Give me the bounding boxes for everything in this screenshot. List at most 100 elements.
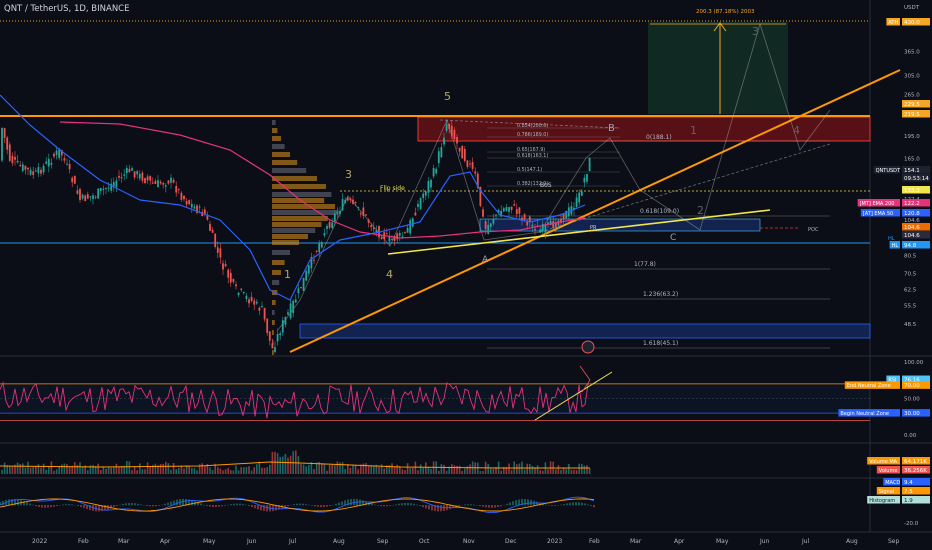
macd-histogram-bar xyxy=(485,505,487,508)
candle xyxy=(224,264,227,267)
candle xyxy=(328,222,331,228)
macd-histogram-bar xyxy=(263,505,265,512)
candle xyxy=(557,220,560,226)
volume-bar xyxy=(266,467,268,474)
volume-bar xyxy=(453,465,456,474)
price-badge-label: [MT] EMA 200 xyxy=(860,201,895,207)
candle xyxy=(391,239,393,241)
candle xyxy=(453,129,456,140)
volume-bar xyxy=(555,469,557,474)
macd-histogram-bar xyxy=(590,505,592,506)
volume-bar xyxy=(487,463,489,474)
time-axis-label: May xyxy=(716,538,729,545)
time-axis-label: 2022 xyxy=(32,538,47,545)
volume-bar xyxy=(79,462,81,474)
volume-bar xyxy=(365,463,367,474)
wave-b-label: B xyxy=(608,123,615,134)
candle xyxy=(344,199,347,204)
volume-bar xyxy=(396,464,398,474)
price-badge-bg xyxy=(902,241,930,249)
rsi-badge-bg xyxy=(902,409,930,417)
volume-bar xyxy=(547,469,549,474)
volume-bar xyxy=(198,464,201,474)
volume-bar xyxy=(232,470,235,474)
volume-ma-line xyxy=(0,461,590,469)
macd-histogram-bar xyxy=(71,504,73,506)
volume-profile-bar xyxy=(272,350,274,355)
candle xyxy=(430,179,432,188)
macd-histogram-bar xyxy=(275,505,277,511)
macd-histogram-bar xyxy=(98,505,100,512)
candle xyxy=(245,295,248,300)
time-axis-label: Jun xyxy=(759,538,770,545)
macd-histogram-bar xyxy=(32,504,34,506)
volume-bar xyxy=(308,464,310,474)
volume-badge-label: Volume MA xyxy=(869,459,897,465)
volume-profile-bar xyxy=(272,192,332,197)
candle xyxy=(443,137,445,145)
candle xyxy=(372,227,375,230)
macd-histogram-bar xyxy=(104,505,106,511)
candle xyxy=(154,180,157,184)
macd-badge-bg xyxy=(902,478,930,486)
fib-level-label: 0.5(147.1) xyxy=(517,167,542,173)
macd-histogram-bar xyxy=(11,498,13,506)
candle xyxy=(575,197,578,208)
candle xyxy=(29,169,32,175)
macd-histogram-bar xyxy=(311,505,313,506)
candle xyxy=(523,214,526,220)
macd-histogram-bar xyxy=(395,504,397,506)
volume-badge-bg xyxy=(902,466,930,474)
candle xyxy=(261,306,263,308)
candle xyxy=(482,209,484,217)
target-arrow-head xyxy=(713,22,727,32)
macd-histogram-bar xyxy=(380,505,382,507)
candle xyxy=(157,180,159,188)
volume-bar xyxy=(133,466,136,474)
chart-title: QNT / TetherUS, 1D, BINANCE xyxy=(4,4,130,14)
volume-bar xyxy=(469,464,471,474)
candle xyxy=(508,207,510,212)
price-badge-bg xyxy=(902,174,930,182)
macd-histogram-bar xyxy=(188,499,190,506)
support-trendline xyxy=(387,209,771,255)
candle xyxy=(219,248,222,258)
volume-bar xyxy=(136,470,138,474)
macd-histogram-bar xyxy=(407,502,409,506)
volume-bar xyxy=(284,453,287,474)
candle xyxy=(27,167,29,170)
volume-bar xyxy=(495,467,497,474)
volume-bar xyxy=(282,456,284,474)
macd-histogram-bar xyxy=(131,502,133,506)
volume-profile-bar xyxy=(272,216,328,221)
volume-bar xyxy=(50,461,53,474)
macd-histogram-bar xyxy=(17,499,19,506)
macd-histogram-bar xyxy=(38,505,40,507)
volume-bar xyxy=(235,465,237,474)
volume-bar xyxy=(61,464,63,474)
volume-bar xyxy=(206,463,209,474)
macd-badge-value: 1.9 xyxy=(904,498,913,504)
volume-profile-bar xyxy=(272,128,278,133)
volume-bar xyxy=(344,469,346,474)
macd-histogram-bar xyxy=(272,505,274,512)
proj-3-label: 3 xyxy=(752,25,759,38)
candle xyxy=(336,212,339,214)
candle xyxy=(180,192,183,200)
candle xyxy=(320,242,323,248)
volume-bar xyxy=(74,462,76,474)
rsi-badge-value: 76.16 xyxy=(904,377,920,383)
candle xyxy=(448,123,451,129)
candle xyxy=(510,206,513,210)
volume-bar xyxy=(14,464,16,474)
candle xyxy=(375,229,378,233)
candle xyxy=(409,220,412,234)
macd-badge-value: 7.5 xyxy=(904,489,913,495)
volume-profile-bar xyxy=(272,222,322,227)
candle xyxy=(531,224,534,227)
macd-histogram-bar xyxy=(557,505,559,506)
candle xyxy=(502,208,505,212)
volume-bar xyxy=(588,468,591,474)
